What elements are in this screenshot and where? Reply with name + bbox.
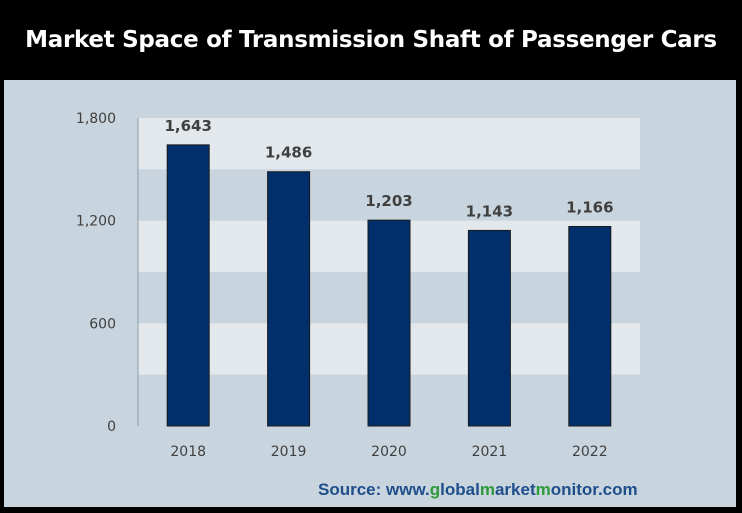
source-prefix: Source: www. (318, 480, 430, 499)
bar-2019 (267, 171, 311, 427)
x-tick-label: 2018 (170, 444, 206, 460)
source-part: arket (494, 480, 536, 499)
data-label-2018: 1,643 (164, 117, 211, 135)
chart-title: Market Space of Transmission Shaft of Pa… (0, 0, 742, 80)
bar-2018 (166, 144, 210, 427)
y-tick-label: 600 (89, 316, 116, 332)
x-tick-label: 2020 (371, 444, 407, 460)
data-labels: 1,643 1,486 1,203 1,143 1,166 (164, 117, 613, 221)
x-axis-ticks: 2018 2019 2020 2021 2022 (170, 444, 607, 460)
source-part: lobal (440, 480, 480, 499)
source-part: g (429, 480, 441, 499)
data-label-2020: 1,203 (365, 192, 412, 210)
bar-2022 (568, 225, 612, 427)
data-label-2021: 1,143 (466, 202, 513, 220)
source-part: m (535, 480, 551, 499)
bar-2021 (467, 229, 511, 427)
data-label-2019: 1,486 (265, 144, 312, 162)
data-label-2022: 1,166 (566, 198, 613, 216)
plot-band (138, 169, 640, 221)
x-tick-label: 2019 (271, 444, 307, 460)
source-credit: Source: www.globalmarketmonitor.com (318, 480, 638, 500)
bar-chart: 0 600 1,200 1,800 1,643 1,486 1,203 1,143 1,166… (76, 111, 640, 460)
x-tick-label: 2022 (572, 444, 608, 460)
y-tick-label: 1,800 (76, 111, 116, 127)
plot-band (138, 118, 640, 170)
chart-panel: 0 600 1,200 1,800 1,643 1,486 1,203 1,143 1,166… (4, 80, 736, 507)
source-part: m (479, 480, 495, 499)
y-tick-label: 1,200 (76, 214, 116, 230)
source-part: onitor.com (550, 480, 638, 499)
y-tick-label: 0 (107, 419, 116, 435)
bar-series (166, 144, 612, 427)
bar-2020 (367, 219, 411, 427)
y-axis-ticks: 0 600 1,200 1,800 (76, 111, 116, 435)
x-tick-label: 2021 (472, 444, 508, 460)
